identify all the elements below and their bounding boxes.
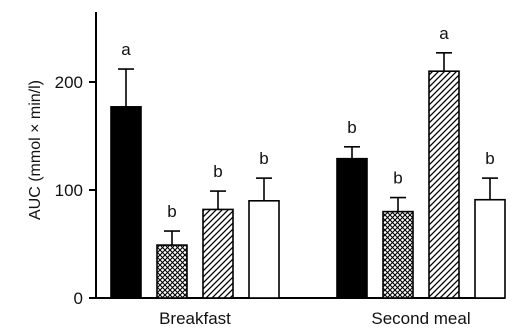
bar-solid [110,106,142,299]
significance-label: a [121,40,131,59]
category-label: Second meal [371,309,470,328]
significance-label: b [393,169,402,188]
significance-label: a [439,24,449,43]
y-tick-label: 200 [55,73,83,92]
significance-label: b [213,162,222,181]
y-ticks: 0 100 200 [55,73,96,308]
bars [110,52,506,299]
labels: a b b b Breakfast b b a b Second meal [121,24,494,328]
significance-label: b [347,118,356,137]
bar-open [474,198,506,299]
bar-diagonal [202,208,234,299]
y-tick-label: 100 [55,181,83,200]
bar-solid [336,157,368,299]
bar-crosshatch [156,244,188,299]
y-tick-label: 0 [74,289,83,308]
bar-open [248,200,280,299]
significance-label: b [259,149,268,168]
bar-crosshatch [382,210,414,299]
category-label: Breakfast [159,309,231,328]
significance-label: b [485,149,494,168]
significance-label: b [167,202,176,221]
y-axis-title: AUC (mmol × min/l) [27,80,44,220]
bar-diagonal [428,70,460,299]
